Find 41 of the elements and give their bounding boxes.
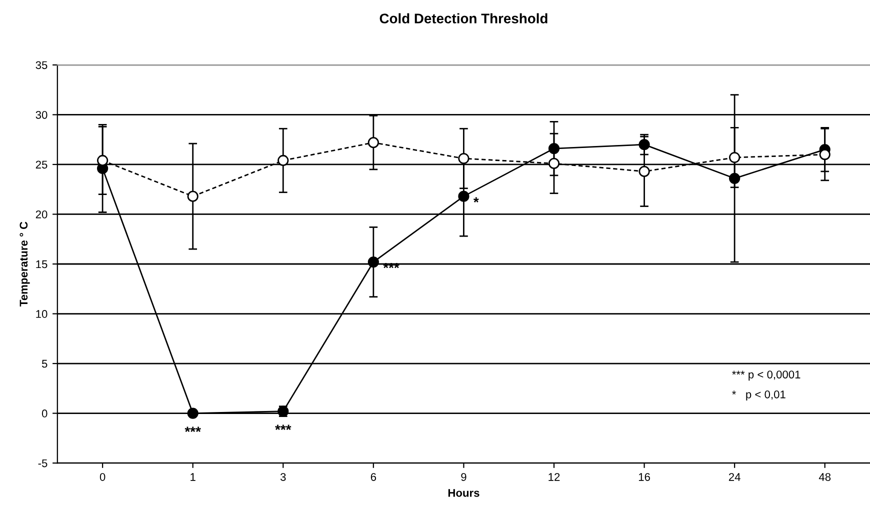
annotation: * p < 0,01 bbox=[732, 390, 786, 401]
y-tick-label: 25 bbox=[36, 160, 48, 169]
x-tick-label: 48 bbox=[818, 473, 831, 481]
annotation: *** bbox=[275, 424, 292, 430]
point bbox=[548, 142, 560, 154]
x-tick-label: 24 bbox=[728, 473, 740, 481]
point bbox=[458, 152, 470, 164]
annotation: *** bbox=[184, 426, 201, 432]
point bbox=[187, 190, 198, 202]
point bbox=[368, 256, 379, 268]
point bbox=[638, 139, 650, 150]
y-tick-label: 0 bbox=[42, 410, 48, 418]
chart-title: Cold Detection Threshold bbox=[380, 13, 548, 24]
y-tick-label: 35 bbox=[36, 61, 48, 70]
point bbox=[819, 148, 830, 160]
y-tick-label: -5 bbox=[38, 459, 48, 468]
point bbox=[638, 166, 650, 177]
point bbox=[187, 408, 198, 419]
point bbox=[729, 152, 740, 164]
y-tick-label: 20 bbox=[36, 210, 48, 218]
point bbox=[458, 190, 470, 202]
y-tick-label: 10 bbox=[36, 310, 48, 318]
y-tick-label: 15 bbox=[36, 260, 48, 268]
x-tick-label: 1 bbox=[190, 473, 196, 481]
point bbox=[368, 137, 379, 148]
y-tick-label: 5 bbox=[42, 360, 48, 368]
point bbox=[278, 154, 289, 166]
x-tick-label: 3 bbox=[280, 473, 286, 481]
annotation: * bbox=[473, 197, 479, 202]
x-tick-label: 9 bbox=[461, 473, 466, 481]
point bbox=[97, 154, 108, 166]
x-axis-title: Hours bbox=[448, 489, 480, 497]
annotation: *** p < 0,0001 bbox=[732, 370, 800, 381]
y-tick-label: 30 bbox=[36, 110, 48, 119]
x-tick-label: 0 bbox=[100, 473, 106, 481]
x-tick-label: 6 bbox=[370, 473, 376, 481]
y-axis-title: Temperature ° C bbox=[20, 222, 30, 306]
x-tick-label: 12 bbox=[548, 473, 560, 481]
x-tick-label: 16 bbox=[638, 473, 650, 481]
point bbox=[729, 172, 740, 184]
point bbox=[548, 158, 560, 170]
